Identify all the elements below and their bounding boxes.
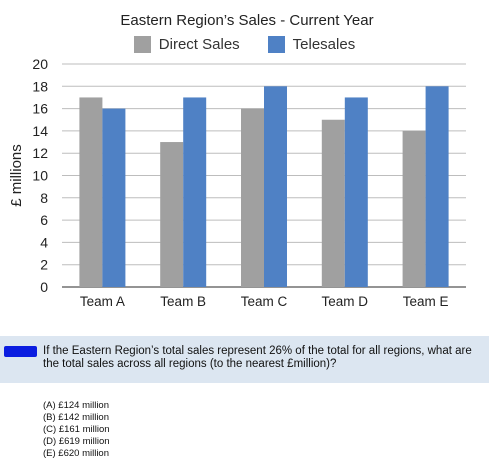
- answer-option-a[interactable]: (A) £124 million: [43, 400, 109, 411]
- y-tick-label: 10: [32, 168, 48, 184]
- question-text: If the Eastern Region’s total sales repr…: [43, 345, 472, 370]
- answer-option-e[interactable]: (E) £620 million: [43, 448, 109, 459]
- bar-telesales: [183, 97, 207, 287]
- y-tick-label: 18: [32, 78, 48, 94]
- legend-swatch-direct-sales: [133, 36, 151, 53]
- x-tick-label: Team B: [160, 294, 206, 309]
- bar-direct-sales: [402, 130, 426, 287]
- y-tick-label: 4: [40, 234, 48, 250]
- y-tick-label: 20: [32, 56, 48, 72]
- legend-swatch-telesales: [267, 36, 285, 53]
- y-tick-label: 0: [40, 279, 48, 295]
- x-tick-label: Team D: [322, 294, 369, 309]
- x-tick-label: Team C: [241, 294, 288, 309]
- x-tick-label: Team A: [80, 294, 125, 309]
- chart-legend: Direct Sales Telesales: [0, 36, 489, 53]
- chart-title: Eastern Region’s Sales - Current Year: [120, 12, 373, 29]
- bar-telesales: [425, 86, 449, 287]
- legend-label-telesales: Telesales: [292, 36, 356, 53]
- x-tick-label: Team E: [403, 294, 449, 309]
- answer-options: (A) £124 million (B) £142 million (C) £1…: [43, 400, 110, 460]
- y-axis-label: £ millions: [8, 144, 25, 207]
- bar-direct-sales: [79, 97, 103, 287]
- bar-direct-sales: [321, 119, 345, 287]
- legend-item-direct-sales: Direct Sales: [133, 36, 240, 53]
- bar-direct-sales: [241, 108, 264, 287]
- y-tick-label: 14: [32, 123, 48, 139]
- y-tick-label: 12: [32, 145, 48, 161]
- legend-item-telesales: Telesales: [267, 36, 356, 53]
- question-panel: If the Eastern Region’s total sales repr…: [0, 336, 489, 383]
- answer-option-b[interactable]: (B) £142 million: [43, 412, 109, 423]
- bar-chart: Eastern Region’s Sales - Current Year 0 2 4…: [0, 12, 489, 309]
- legend-label-direct-sales: Direct Sales: [158, 36, 240, 53]
- y-tick-label: 16: [32, 101, 48, 117]
- bar-telesales: [102, 108, 126, 287]
- bar-telesales: [264, 86, 287, 287]
- chart-canvas: Eastern Region’s Sales - Current Year 0 2 4…: [8, 12, 466, 309]
- bar-telesales: [344, 97, 368, 287]
- y-tick-label: 6: [40, 212, 48, 228]
- answer-option-c[interactable]: (C) £161 million: [43, 424, 110, 435]
- y-tick-label: 8: [40, 190, 48, 206]
- y-tick-label: 2: [40, 257, 48, 273]
- answer-option-d[interactable]: (D) £619 million: [43, 436, 110, 447]
- question-marker: [4, 346, 37, 357]
- bar-direct-sales: [160, 142, 184, 287]
